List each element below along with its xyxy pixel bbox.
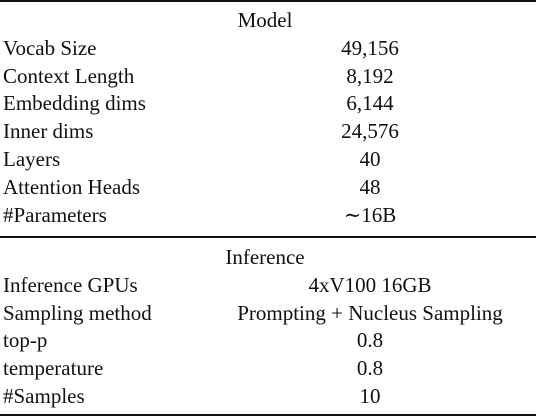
row-label: Embedding dims (3, 91, 146, 116)
row-label: top-p (3, 328, 48, 353)
row-label: #Samples (3, 384, 85, 408)
row-value: 10 (359, 384, 381, 408)
row-label: Attention Heads (3, 174, 141, 199)
row-label: Inner dims (3, 119, 94, 144)
section-title: Inference (225, 245, 305, 269)
row-value: ∼16B (343, 202, 397, 227)
row-value: 24,576 (341, 119, 399, 144)
row-value: Prompting + Nucleus Sampling (237, 300, 503, 325)
row-value: 0.8 (356, 328, 384, 353)
row-label: Vocab Size (3, 35, 97, 60)
row-value: 4xV100 16GB (308, 272, 432, 297)
row-value: 6,144 (346, 91, 394, 116)
row-label: Layers (3, 147, 61, 171)
row-label: temperature (3, 356, 104, 381)
bottom-rule (0, 414, 536, 416)
row-label: Inference GPUs (3, 272, 138, 297)
row-label: Context Length (3, 63, 135, 88)
row-value: 49,156 (341, 35, 399, 60)
row-value: 0.8 (356, 356, 384, 381)
row-value: 8,192 (346, 63, 394, 88)
row-label: #Parameters (3, 202, 107, 227)
top-rule (0, 0, 536, 2)
section-title: Model (237, 8, 293, 32)
row-value: 48 (359, 174, 381, 199)
row-label: Sampling method (3, 300, 152, 325)
mid-rule (0, 236, 536, 238)
row-value: 40 (359, 147, 381, 171)
